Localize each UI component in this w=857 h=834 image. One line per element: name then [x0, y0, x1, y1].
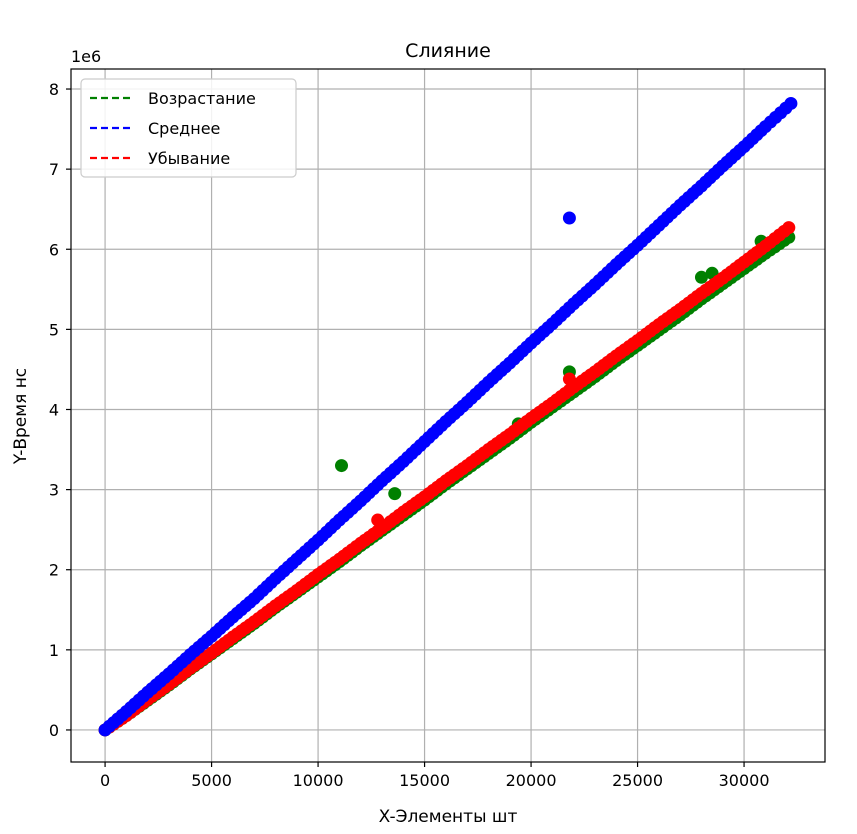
legend-label-descending: Убывание [148, 149, 230, 168]
legend: Возрастание Среднее Убывание [80, 78, 297, 178]
y-tick-label: 2 [49, 561, 59, 580]
data-point-average [784, 96, 798, 110]
x-tick-label: 10000 [293, 771, 344, 790]
x-tick-label: 30000 [719, 771, 770, 790]
x-tick-label: 15000 [399, 771, 450, 790]
outlier-point-ascending [335, 459, 349, 473]
outlier-point-ascending [388, 487, 402, 501]
legend-label-ascending: Возрастание [148, 89, 256, 108]
data-points [98, 96, 798, 737]
data-point-descending [782, 221, 796, 235]
outlier-point-ascending [694, 270, 708, 284]
y-tick-label: 3 [49, 481, 59, 500]
x-tick-label: 0 [100, 771, 110, 790]
x-tick-label: 25000 [612, 771, 663, 790]
y-tick-label: 5 [49, 320, 59, 339]
x-axis-label: X-Элементы шт [379, 807, 518, 827]
plot-frame [70, 68, 826, 763]
y-tick-label: 0 [49, 721, 59, 740]
x-tick-label: 20000 [506, 771, 557, 790]
axis-ticks: 0 5000 10000 15000 20000 25000 30000 0 1 2 3 4 5 6 7 8 [49, 80, 770, 790]
y-tick-label: 6 [49, 240, 59, 259]
outlier-point-descending [371, 513, 385, 527]
legend-label-average: Среднее [148, 119, 220, 138]
y-tick-label: 4 [49, 400, 59, 419]
y-axis-label: Y-Время нс [11, 368, 31, 465]
legend-box [80, 78, 297, 178]
y-tick-label: 7 [49, 160, 59, 179]
y-offset-label: 1e6 [71, 47, 101, 66]
outlier-point-average [562, 211, 576, 225]
x-tick-label: 5000 [191, 771, 232, 790]
y-tick-label: 8 [49, 80, 59, 99]
y-tick-label: 1 [49, 641, 59, 660]
outlier-point-descending [562, 372, 576, 386]
series-average [98, 96, 798, 737]
chart-title: Слияние [405, 40, 491, 62]
